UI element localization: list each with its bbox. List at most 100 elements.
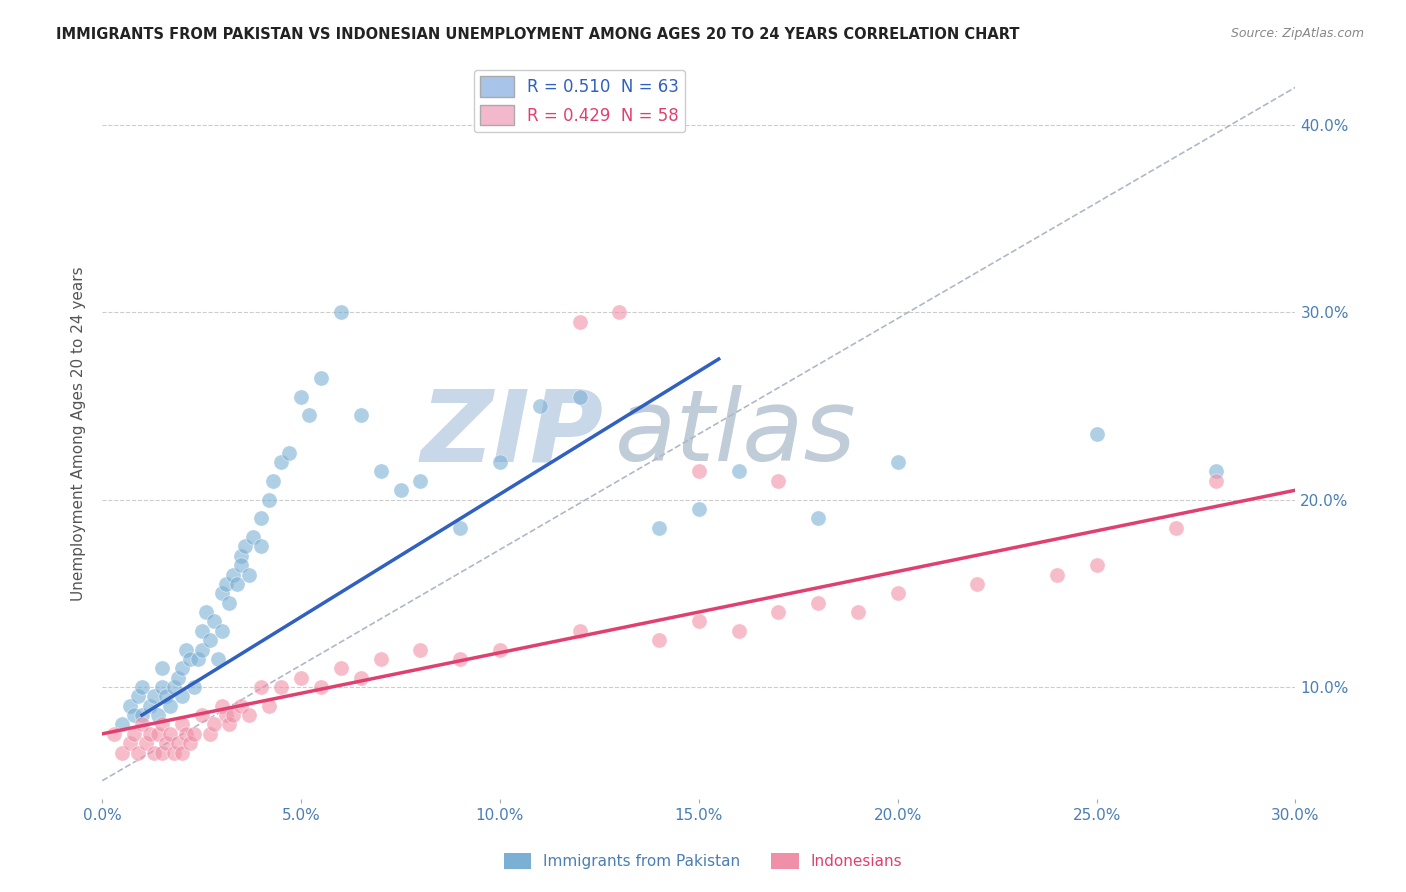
- Point: [242, 530, 264, 544]
- Point: [183, 727, 205, 741]
- Point: [222, 708, 245, 723]
- Point: [489, 455, 512, 469]
- Point: [146, 727, 169, 741]
- Point: [409, 474, 432, 488]
- Point: [250, 680, 273, 694]
- Point: [389, 483, 412, 498]
- Point: [1205, 465, 1227, 479]
- Point: [170, 746, 193, 760]
- Point: [1085, 427, 1108, 442]
- Point: [329, 305, 352, 319]
- Point: [211, 698, 233, 713]
- Point: [170, 661, 193, 675]
- Point: [235, 540, 257, 554]
- Point: [370, 652, 392, 666]
- Point: [202, 615, 225, 629]
- Point: [190, 624, 212, 638]
- Point: [202, 717, 225, 731]
- Point: [568, 624, 591, 638]
- Point: [231, 558, 253, 573]
- Point: [329, 661, 352, 675]
- Point: [214, 708, 236, 723]
- Point: [350, 671, 373, 685]
- Point: [259, 492, 281, 507]
- Point: [131, 680, 153, 694]
- Point: [231, 549, 253, 563]
- Point: [807, 596, 830, 610]
- Point: [198, 633, 221, 648]
- Point: [688, 465, 710, 479]
- Point: [111, 717, 134, 731]
- Point: [449, 521, 471, 535]
- Point: [886, 455, 908, 469]
- Point: [190, 708, 212, 723]
- Point: [278, 446, 301, 460]
- Point: [768, 474, 790, 488]
- Point: [568, 390, 591, 404]
- Point: [150, 717, 173, 731]
- Point: [250, 511, 273, 525]
- Point: [103, 727, 125, 741]
- Point: [238, 567, 260, 582]
- Point: [122, 727, 145, 741]
- Legend: Immigrants from Pakistan, Indonesians: Immigrants from Pakistan, Indonesians: [498, 847, 908, 875]
- Point: [142, 690, 165, 704]
- Point: [139, 698, 162, 713]
- Point: [290, 671, 312, 685]
- Point: [150, 746, 173, 760]
- Point: [807, 511, 830, 525]
- Point: [150, 680, 173, 694]
- Point: [648, 633, 671, 648]
- Point: [142, 746, 165, 760]
- Point: [886, 586, 908, 600]
- Point: [259, 698, 281, 713]
- Point: [218, 717, 240, 731]
- Point: [1046, 567, 1069, 582]
- Point: [174, 642, 197, 657]
- Point: [370, 465, 392, 479]
- Point: [409, 642, 432, 657]
- Point: [194, 605, 217, 619]
- Point: [127, 690, 149, 704]
- Point: [568, 314, 591, 328]
- Point: [190, 642, 212, 657]
- Point: [118, 736, 141, 750]
- Point: [155, 690, 177, 704]
- Point: [489, 642, 512, 657]
- Point: [226, 577, 249, 591]
- Point: [1205, 474, 1227, 488]
- Point: [159, 727, 181, 741]
- Point: [250, 540, 273, 554]
- Point: [688, 502, 710, 516]
- Point: [146, 708, 169, 723]
- Point: [648, 521, 671, 535]
- Point: [966, 577, 988, 591]
- Point: [131, 717, 153, 731]
- Point: [187, 652, 209, 666]
- Point: [198, 727, 221, 741]
- Point: [155, 736, 177, 750]
- Point: [207, 652, 229, 666]
- Point: [166, 671, 188, 685]
- Text: atlas: atlas: [616, 385, 856, 483]
- Point: [150, 661, 173, 675]
- Point: [111, 746, 134, 760]
- Point: [214, 577, 236, 591]
- Point: [270, 680, 292, 694]
- Point: [768, 605, 790, 619]
- Point: [350, 409, 373, 423]
- Point: [309, 680, 332, 694]
- Point: [290, 390, 312, 404]
- Point: [270, 455, 292, 469]
- Point: [211, 586, 233, 600]
- Point: [727, 624, 749, 638]
- Point: [179, 736, 201, 750]
- Text: Source: ZipAtlas.com: Source: ZipAtlas.com: [1230, 27, 1364, 40]
- Point: [309, 370, 332, 384]
- Point: [688, 615, 710, 629]
- Point: [159, 698, 181, 713]
- Point: [163, 746, 186, 760]
- Point: [166, 736, 188, 750]
- Point: [449, 652, 471, 666]
- Point: [846, 605, 869, 619]
